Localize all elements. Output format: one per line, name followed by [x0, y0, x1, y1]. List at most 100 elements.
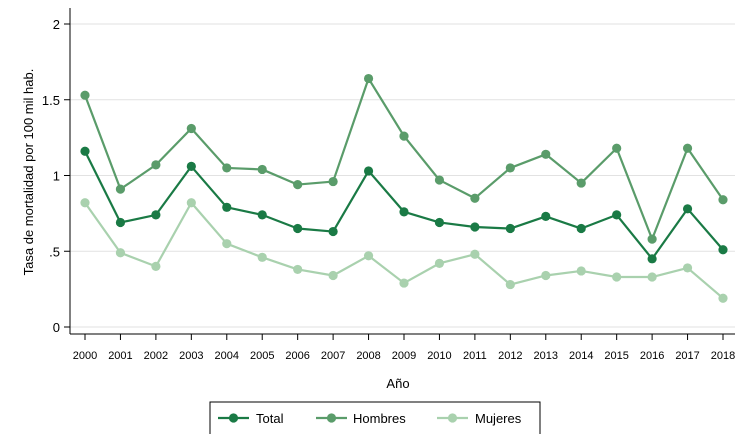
- x-tick-label: 2011: [463, 350, 487, 362]
- data-point: [363, 251, 374, 261]
- x-tick-label: 2017: [675, 350, 699, 362]
- data-point: [682, 263, 693, 273]
- y-tick-label: 2: [53, 17, 60, 32]
- x-tick-label: 2001: [108, 350, 132, 362]
- x-axis-ticks: 2000 2001 2002 2003 2004 2005 2006 2007 2008 2009…: [73, 334, 735, 362]
- data-point: [434, 175, 445, 185]
- data-point: [257, 210, 267, 220]
- data-point: [293, 264, 303, 275]
- x-tick-label: 2003: [179, 350, 203, 362]
- data-point: [328, 270, 338, 281]
- data-point: [151, 160, 161, 170]
- legend-marker: [228, 413, 239, 423]
- x-tick-label: 2014: [569, 350, 593, 362]
- legend-box: [209, 401, 541, 434]
- data-point: [363, 73, 374, 84]
- series-hombres: [80, 73, 728, 244]
- x-tick-label: 2012: [498, 350, 522, 362]
- data-point: [186, 123, 196, 134]
- data-point: [399, 207, 409, 217]
- x-tick-label: 2016: [640, 350, 664, 362]
- data-point: [434, 258, 445, 268]
- x-tick-label: 2013: [534, 350, 558, 362]
- data-point: [576, 223, 586, 234]
- data-point: [576, 266, 586, 276]
- data-point: [541, 211, 551, 222]
- legend-marker: [447, 413, 458, 423]
- y-tick-label: 0: [53, 320, 60, 335]
- y-tick-label: .5: [49, 244, 60, 259]
- data-point: [115, 248, 126, 258]
- y-tick-label: 1: [53, 169, 60, 184]
- data-point: [399, 131, 409, 141]
- data-point: [718, 293, 728, 303]
- data-point: [328, 176, 338, 187]
- data-point: [293, 179, 303, 190]
- series-mujeres: [80, 198, 728, 303]
- data-point: [363, 166, 374, 176]
- legend-label: Mujeres: [475, 411, 522, 426]
- data-point: [186, 198, 196, 208]
- series-line: [84, 150, 724, 260]
- x-tick-label: 2004: [215, 350, 239, 362]
- data-point: [470, 193, 480, 203]
- data-point: [186, 161, 196, 172]
- data-point: [612, 143, 622, 153]
- data-point: [682, 204, 693, 214]
- legend-label: Total: [256, 411, 284, 426]
- data-point: [328, 226, 338, 237]
- data-point: [222, 202, 232, 212]
- y-axis-ticks: 0 .5 1 1.5 2: [42, 17, 70, 335]
- data-point: [80, 146, 90, 156]
- x-tick-label: 2008: [356, 350, 380, 362]
- data-point: [647, 234, 657, 244]
- data-point: [80, 198, 90, 208]
- data-point: [718, 195, 728, 205]
- data-point: [115, 184, 126, 194]
- x-tick-label: 2007: [321, 350, 345, 362]
- legend-item-hombres: Hombres: [316, 411, 406, 426]
- data-point: [505, 279, 515, 290]
- data-point: [718, 245, 728, 255]
- x-tick-label: 2009: [392, 350, 416, 362]
- legend-item-mujeres: Mujeres: [437, 411, 522, 426]
- series-total: [80, 146, 728, 264]
- data-point: [434, 217, 445, 228]
- data-point: [576, 178, 586, 188]
- grid-lines: [70, 23, 735, 328]
- data-point: [399, 278, 409, 288]
- x-tick-label: 2015: [604, 350, 628, 362]
- data-point: [612, 272, 622, 282]
- data-point: [505, 163, 515, 173]
- data-point: [612, 210, 622, 220]
- data-point: [222, 163, 232, 173]
- legend-item-total: Total: [218, 411, 284, 426]
- data-point: [470, 249, 480, 259]
- x-axis-title: Año: [386, 376, 409, 391]
- data-point: [80, 90, 90, 100]
- data-point: [682, 143, 693, 153]
- x-tick-label: 2006: [285, 350, 309, 362]
- data-point: [257, 252, 267, 262]
- data-point: [647, 254, 657, 264]
- data-point: [257, 164, 267, 175]
- data-point: [541, 270, 551, 281]
- x-tick-label: 2005: [250, 350, 274, 362]
- legend: Total Hombres Mujeres: [209, 401, 541, 434]
- data-point: [293, 223, 303, 234]
- x-tick-label: 2018: [711, 350, 735, 362]
- data-point: [151, 261, 161, 271]
- data-point: [222, 239, 232, 249]
- x-tick-label: 2010: [427, 350, 451, 362]
- data-point: [505, 223, 515, 234]
- data-point: [115, 217, 126, 228]
- data-point: [470, 222, 480, 232]
- series-layer: [80, 73, 728, 303]
- legend-marker: [326, 413, 337, 423]
- x-tick-label: 2002: [144, 350, 168, 362]
- x-tick-label: 2000: [73, 350, 97, 362]
- data-point: [647, 272, 657, 282]
- legend-label: Hombres: [353, 411, 406, 426]
- data-point: [151, 210, 161, 220]
